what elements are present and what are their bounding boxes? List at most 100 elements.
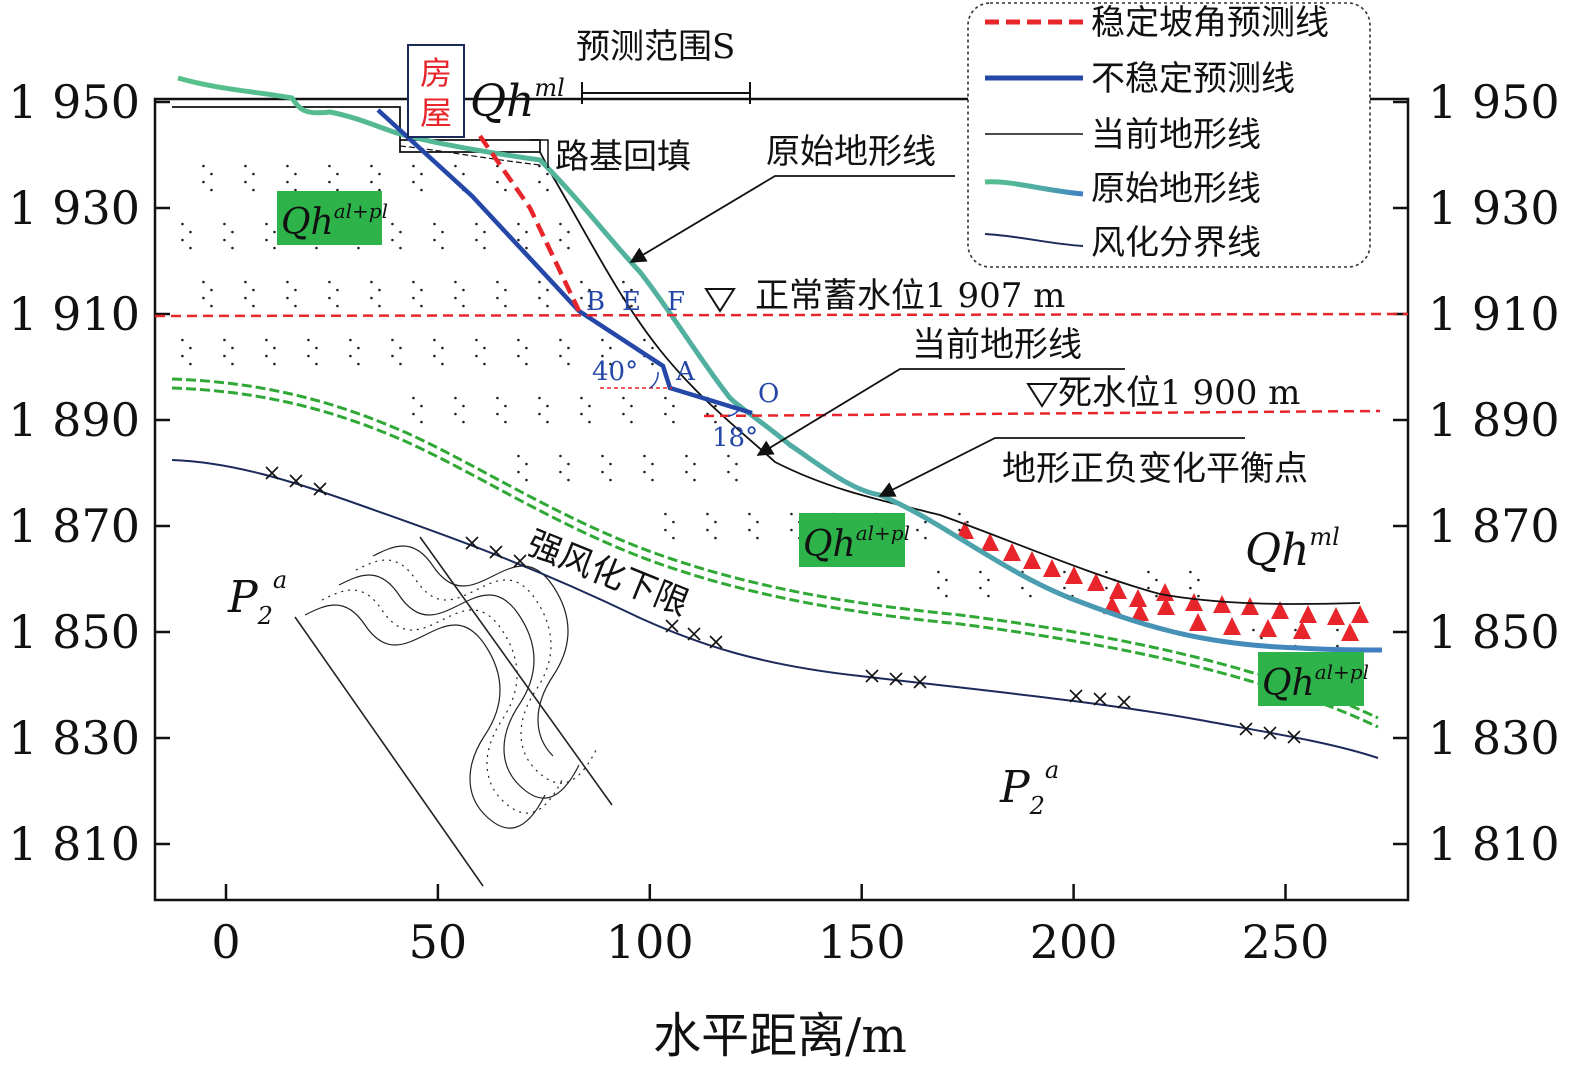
dot: [958, 528, 961, 532]
dot: [496, 396, 499, 400]
dot: [328, 180, 331, 184]
dot: [412, 296, 415, 300]
legend-item: 当前地形线: [985, 115, 1261, 155]
dot: [525, 246, 528, 250]
dot: [412, 412, 415, 416]
rubble-triangle: [1259, 619, 1277, 637]
dot: [420, 288, 423, 292]
bedrock-symbol: [294, 536, 613, 887]
dot: [504, 288, 507, 292]
dot: [517, 354, 520, 358]
cross-mark: [709, 635, 723, 649]
dot: [630, 288, 633, 292]
legend-swatch: [984, 179, 1084, 197]
dot: [1336, 644, 1339, 648]
dot: [937, 586, 940, 590]
point-b: B: [586, 287, 605, 317]
dot: [559, 454, 562, 458]
dot: [462, 304, 465, 308]
cross-mark: [489, 545, 503, 559]
balance-point-label: 地形正负变化平衡点: [1002, 449, 1308, 489]
dot: [559, 470, 562, 474]
dot: [735, 462, 738, 466]
dot: [286, 180, 289, 184]
dot: [693, 478, 696, 482]
dot: [945, 578, 948, 582]
dot: [601, 338, 604, 342]
dot: [714, 420, 717, 424]
dot: [202, 164, 205, 168]
legend-box: [967, 2, 1371, 268]
dot: [567, 362, 570, 366]
cross-mark: [1093, 692, 1107, 706]
rubble-triangle: [1351, 605, 1369, 623]
dot: [546, 420, 549, 424]
dot: [1155, 578, 1158, 582]
rubble-triangle: [1131, 603, 1149, 621]
dot: [504, 188, 507, 192]
angle-18-arc: [727, 407, 741, 417]
dot: [504, 420, 507, 424]
dot: [580, 396, 583, 400]
dot: [966, 520, 969, 524]
dot: [601, 470, 604, 474]
dot: [273, 346, 276, 350]
dot: [378, 288, 381, 292]
dot: [538, 280, 541, 284]
y-tick-label: 1 870: [8, 499, 140, 553]
dot: [315, 246, 318, 250]
dot: [1105, 570, 1108, 574]
dot: [651, 362, 654, 366]
dot: [559, 222, 562, 226]
rubble-symbols: [956, 521, 1369, 641]
dot: [567, 346, 570, 350]
dot: [580, 280, 583, 284]
dot: [987, 594, 990, 598]
dot: [924, 520, 927, 524]
dot: [567, 230, 570, 234]
dot: [517, 238, 520, 242]
dot: [441, 246, 444, 250]
x-tick-label: 250: [1242, 915, 1330, 969]
rubble-triangle: [1185, 593, 1203, 611]
dot: [664, 412, 667, 416]
dot: [244, 164, 247, 168]
dot: [727, 470, 730, 474]
dot: [559, 354, 562, 358]
dot: [630, 304, 633, 308]
point-a: A: [675, 357, 696, 387]
dot: [714, 404, 717, 408]
cross-mark: [1287, 730, 1301, 744]
dot: [412, 164, 415, 168]
dot: [391, 338, 394, 342]
dot: [420, 420, 423, 424]
dot: [210, 288, 213, 292]
dot: [979, 586, 982, 590]
dot: [1197, 594, 1200, 598]
dot: [559, 338, 562, 342]
dot: [567, 478, 570, 482]
y-tick-label: 1 950: [8, 75, 140, 129]
rubble-triangle: [1293, 621, 1311, 639]
stable-forecast-line: [478, 134, 582, 312]
dot: [525, 462, 528, 466]
subgrade-fill-line: [399, 145, 541, 166]
y-tick-label: 1 890: [8, 393, 140, 447]
dot: [328, 280, 331, 284]
dot: [265, 354, 268, 358]
dot: [328, 164, 331, 168]
dot: [391, 222, 394, 226]
dot: [231, 362, 234, 366]
dot: [265, 238, 268, 242]
dot: [693, 462, 696, 466]
dot: [567, 462, 570, 466]
x-tick-label: 0: [211, 915, 240, 969]
dot: [790, 512, 793, 516]
dot: [714, 536, 717, 540]
svg-text:Qhal+pl: Qhal+pl: [281, 199, 388, 243]
dot: [252, 288, 255, 292]
dot: [294, 172, 297, 176]
dead-level-label: 死水位1 900 m: [1058, 373, 1300, 413]
dot: [223, 238, 226, 242]
